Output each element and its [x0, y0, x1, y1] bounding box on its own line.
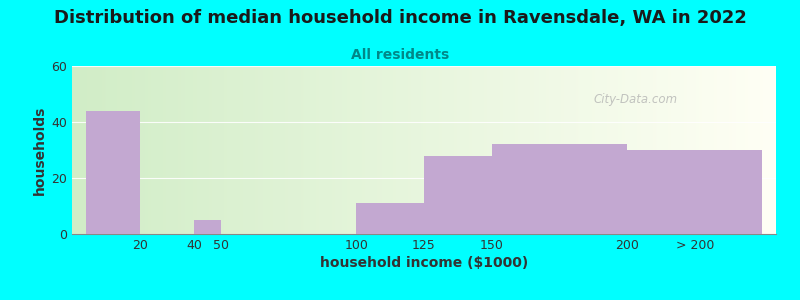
Bar: [194, 220, 221, 234]
Bar: [424, 156, 492, 234]
Bar: [627, 150, 762, 234]
Text: Distribution of median household income in Ravensdale, WA in 2022: Distribution of median household income …: [54, 9, 746, 27]
Y-axis label: households: households: [33, 105, 47, 195]
Bar: [86, 111, 140, 234]
X-axis label: household income ($1000): household income ($1000): [320, 256, 528, 270]
Text: All residents: All residents: [351, 48, 449, 62]
Bar: [356, 203, 424, 234]
Text: City-Data.com: City-Data.com: [593, 93, 678, 106]
Bar: [492, 144, 627, 234]
